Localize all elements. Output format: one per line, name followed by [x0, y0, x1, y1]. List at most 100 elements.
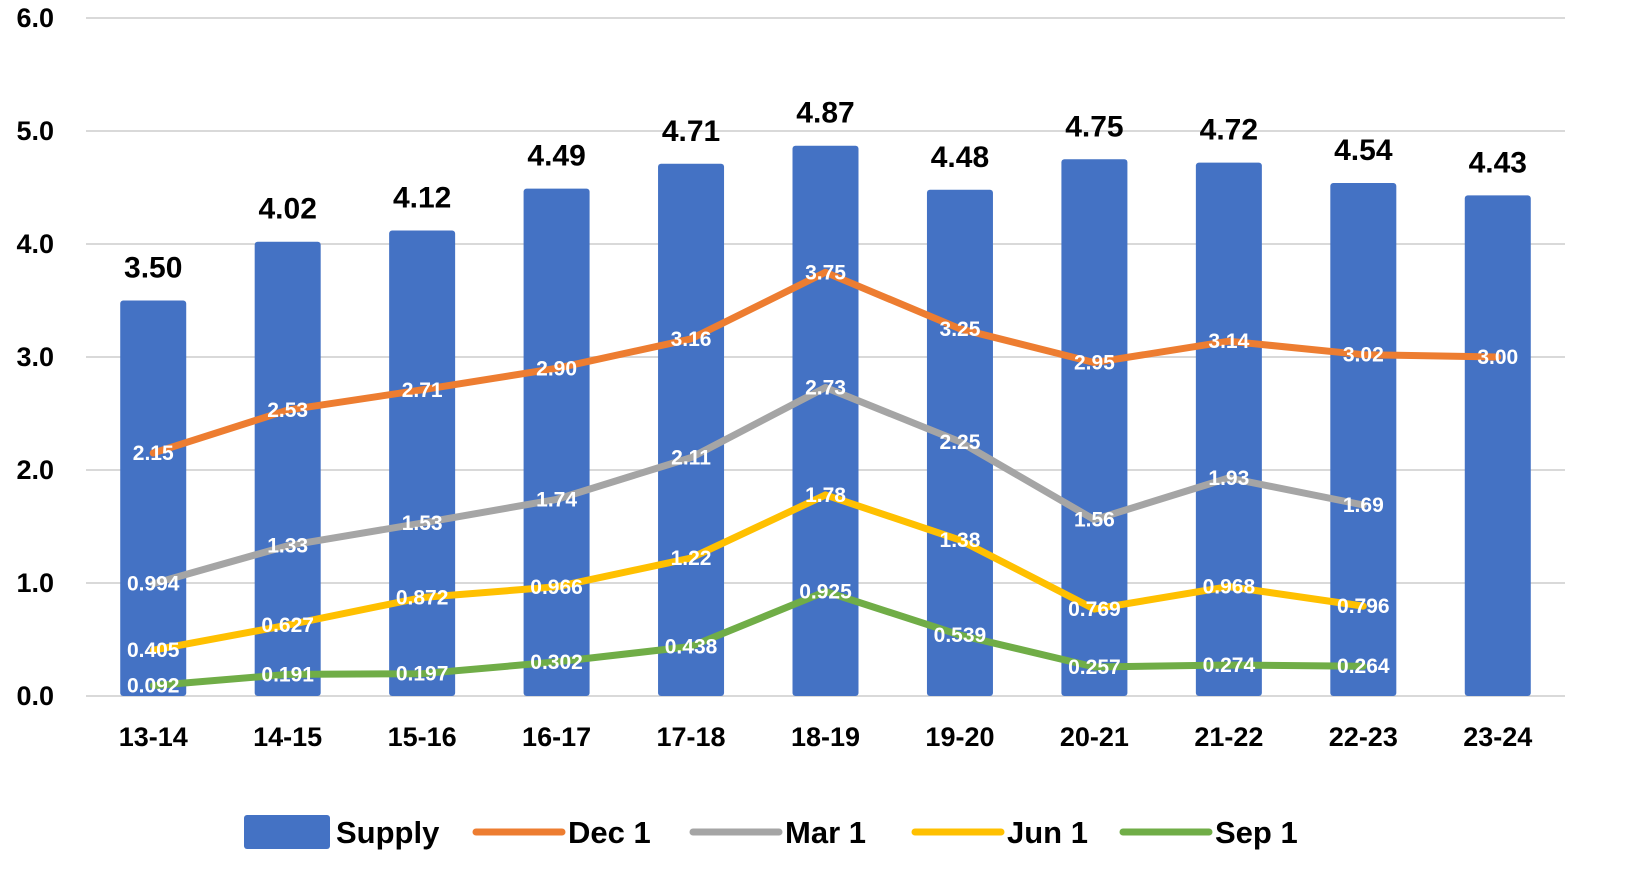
- legend-label: Jun 1: [1007, 815, 1088, 850]
- supply-bar-label: 4.71: [662, 115, 720, 148]
- y-tick-label: 5.0: [16, 116, 54, 146]
- legend: Supply Dec 1 Mar 1 Jun 1 Sep 1: [244, 815, 1298, 850]
- line-series: [149, 268, 1502, 690]
- supply-bar-label: 4.12: [393, 181, 451, 214]
- point-label-jun-1: 0.796: [1337, 595, 1390, 618]
- supply-bar-label: 4.54: [1334, 134, 1393, 167]
- x-tick-label: 16-17: [522, 722, 591, 752]
- supply-bar: [254, 241, 321, 697]
- point-label-dec-1: 2.15: [133, 442, 174, 465]
- legend-label: Sep 1: [1215, 815, 1298, 850]
- point-label-dec-1: 3.02: [1343, 344, 1384, 367]
- point-label-jun-1: 0.769: [1068, 598, 1121, 621]
- x-axis-ticks: 13-14 14-15 15-16 16-17 17-18 18-19 19-20 20-21…: [119, 722, 1533, 752]
- y-tick-label: 2.0: [16, 455, 54, 485]
- point-label-sep-1: 0.438: [665, 636, 718, 659]
- supply-bar: [523, 188, 590, 696]
- point-label-jun-1: 0.627: [261, 614, 314, 637]
- series-line-mar-1: [149, 384, 1367, 588]
- supply-bar: [1464, 195, 1531, 696]
- point-label-sep-1: 0.092: [127, 675, 180, 698]
- x-tick-label: 15-16: [388, 722, 457, 752]
- supply-bar: [120, 300, 187, 696]
- point-label-sep-1: 0.302: [530, 651, 583, 674]
- y-tick-label: 0.0: [16, 681, 54, 711]
- point-label-sep-1: 0.264: [1337, 655, 1390, 678]
- legend-item-dec-1: Dec 1: [472, 815, 651, 850]
- series-line-sep-1: [149, 588, 1367, 690]
- x-tick-label: 18-19: [791, 722, 860, 752]
- point-label-sep-1: 0.925: [799, 580, 852, 603]
- supply-bar: [1195, 162, 1262, 696]
- supply-bar: [389, 230, 456, 696]
- point-label-mar-1: 1.56: [1074, 509, 1115, 532]
- supply-bar-label: 4.02: [258, 193, 316, 226]
- legend-item-mar-1: Mar 1: [689, 815, 866, 850]
- y-tick-label: 4.0: [16, 229, 54, 259]
- point-label-mar-1: 1.69: [1343, 494, 1384, 517]
- supply-bar-label: 3.50: [124, 252, 182, 285]
- x-tick-label: 21-22: [1194, 722, 1263, 752]
- supply-bar-label: 4.49: [527, 140, 585, 173]
- point-label-dec-1: 2.53: [267, 399, 308, 422]
- y-tick-label: 1.0: [16, 568, 54, 598]
- series-line-jun-1: [149, 491, 1367, 654]
- supply-bar: [658, 163, 725, 696]
- series-line-dec-1: [149, 268, 1502, 457]
- legend-label: Mar 1: [785, 815, 866, 850]
- supply-bar: [1061, 159, 1128, 696]
- bar-value-labels: 3.50 4.02 4.12 4.49 4.71 4.87 4.48 4.75 4.72 4.54…: [124, 97, 1527, 285]
- supply-bar-label: 4.43: [1469, 146, 1527, 179]
- point-label-mar-1: 1.53: [402, 512, 443, 535]
- y-tick-label: 3.0: [16, 342, 54, 372]
- legend-item-sep-1: Sep 1: [1119, 815, 1298, 850]
- point-label-dec-1: 3.16: [671, 328, 712, 351]
- point-label-jun-1: 0.968: [1203, 576, 1256, 599]
- point-label-jun-1: 1.78: [805, 484, 846, 507]
- point-label-mar-1: 0.994: [127, 573, 180, 596]
- x-tick-label: 23-24: [1463, 722, 1532, 752]
- point-label-mar-1: 2.11: [671, 447, 711, 470]
- legend-label: Dec 1: [568, 815, 651, 850]
- point-label-sep-1: 0.257: [1068, 656, 1121, 679]
- point-label-dec-1: 2.71: [402, 379, 443, 402]
- point-label-dec-1: 2.90: [536, 357, 577, 380]
- x-tick-label: 17-18: [657, 722, 726, 752]
- x-tick-label: 14-15: [253, 722, 322, 752]
- y-tick-label: 6.0: [16, 3, 54, 33]
- supply-bars: [120, 145, 1531, 697]
- point-label-jun-1: 0.872: [396, 586, 449, 609]
- point-label-dec-1: 3.00: [1477, 346, 1518, 369]
- point-label-jun-1: 0.966: [530, 576, 583, 599]
- point-label-sep-1: 0.191: [261, 663, 314, 686]
- legend-item-jun-1: Jun 1: [911, 815, 1088, 850]
- y-axis-ticks: 0.0 1.0 2.0 3.0 4.0 5.0 6.0: [16, 3, 54, 711]
- x-tick-label: 13-14: [119, 722, 188, 752]
- legend-swatch: [244, 815, 330, 849]
- legend-label: Supply: [336, 815, 440, 850]
- supply-bar-label: 4.87: [796, 97, 854, 130]
- supply-bar: [792, 145, 859, 696]
- legend-item-supply: Supply: [244, 815, 440, 850]
- x-tick-label: 19-20: [925, 722, 994, 752]
- supply-bar: [1330, 182, 1397, 697]
- x-tick-label: 20-21: [1060, 722, 1129, 752]
- supply-bar-label: 4.75: [1065, 110, 1123, 143]
- point-label-sep-1: 0.539: [934, 624, 987, 647]
- point-label-dec-1: 3.75: [805, 261, 846, 284]
- line-value-labels: 2.15 2.53 2.71 2.90 3.16 3.75 3.25 2.95 3.14 3.02…: [127, 261, 1518, 697]
- point-label-mar-1: 1.33: [267, 535, 308, 558]
- point-label-mar-1: 1.93: [1208, 467, 1249, 490]
- point-label-dec-1: 2.95: [1074, 352, 1115, 375]
- point-label-jun-1: 0.405: [127, 639, 180, 662]
- point-label-mar-1: 1.74: [536, 488, 577, 511]
- point-label-mar-1: 2.25: [940, 431, 981, 454]
- point-label-dec-1: 3.14: [1208, 330, 1249, 353]
- supply-bar-label: 4.48: [931, 141, 989, 174]
- x-tick-label: 22-23: [1329, 722, 1398, 752]
- point-label-jun-1: 1.22: [671, 547, 712, 570]
- point-label-mar-1: 2.73: [805, 377, 846, 400]
- point-label-dec-1: 3.25: [940, 318, 981, 341]
